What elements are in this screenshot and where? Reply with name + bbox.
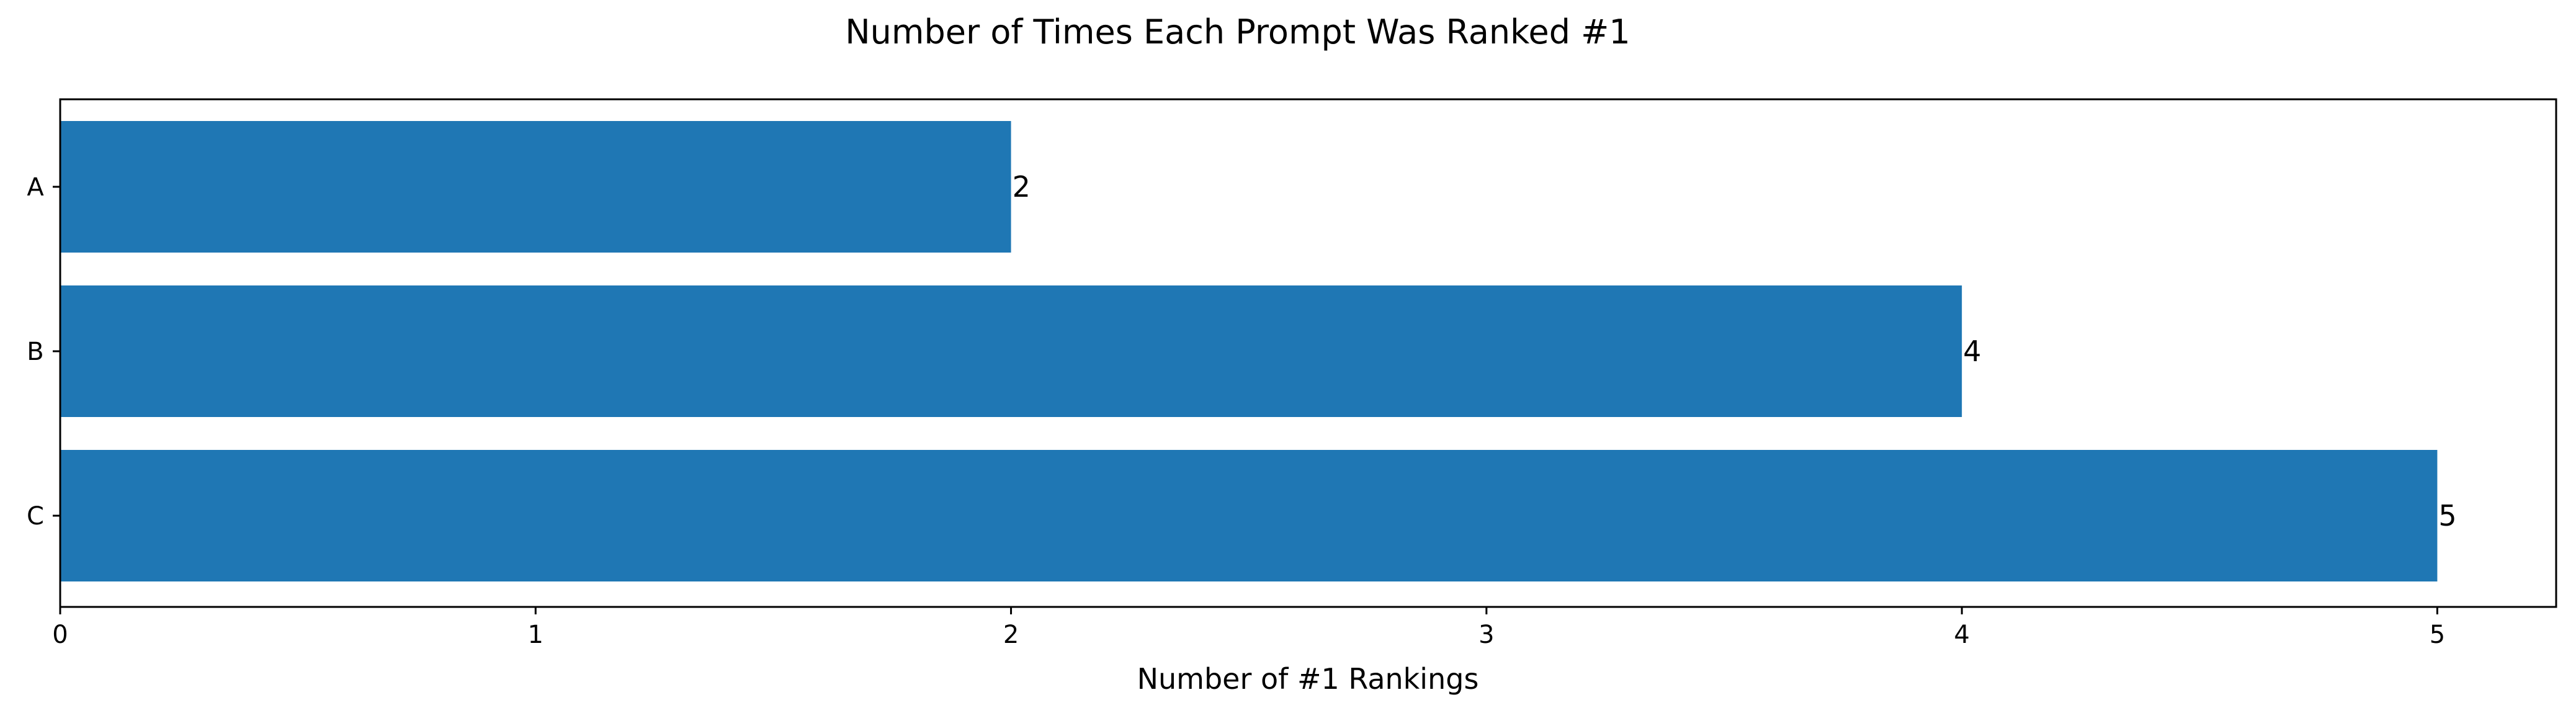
- bar-c: [60, 450, 2438, 581]
- x-tick-label-1: 1: [528, 621, 543, 649]
- chart-title: Number of Times Each Prompt Was Ranked #…: [845, 12, 1630, 52]
- y-tick-label-a: A: [27, 173, 44, 202]
- y-axis: A B C: [27, 173, 60, 531]
- x-axis-label: Number of #1 Rankings: [1137, 662, 1479, 696]
- y-tick-label-c: C: [27, 502, 44, 531]
- plot-area: 2 4 5: [60, 121, 2457, 581]
- x-tick-label-2: 2: [1003, 621, 1019, 649]
- data-label-b: 4: [1963, 334, 1981, 368]
- x-tick-label-5: 5: [2430, 621, 2445, 649]
- bar-a: [60, 121, 1011, 253]
- data-label-a: 2: [1013, 170, 1031, 204]
- data-label-c: 5: [2438, 499, 2456, 532]
- axes-frame: [59, 98, 2557, 608]
- x-axis: 0 1 2 3 4 5: [52, 607, 2445, 649]
- x-tick-label-0: 0: [52, 621, 68, 649]
- bar-b: [60, 285, 1962, 417]
- x-tick-label-4: 4: [1954, 621, 1969, 649]
- y-tick-label-b: B: [27, 338, 43, 366]
- x-tick-label-3: 3: [1478, 621, 1494, 649]
